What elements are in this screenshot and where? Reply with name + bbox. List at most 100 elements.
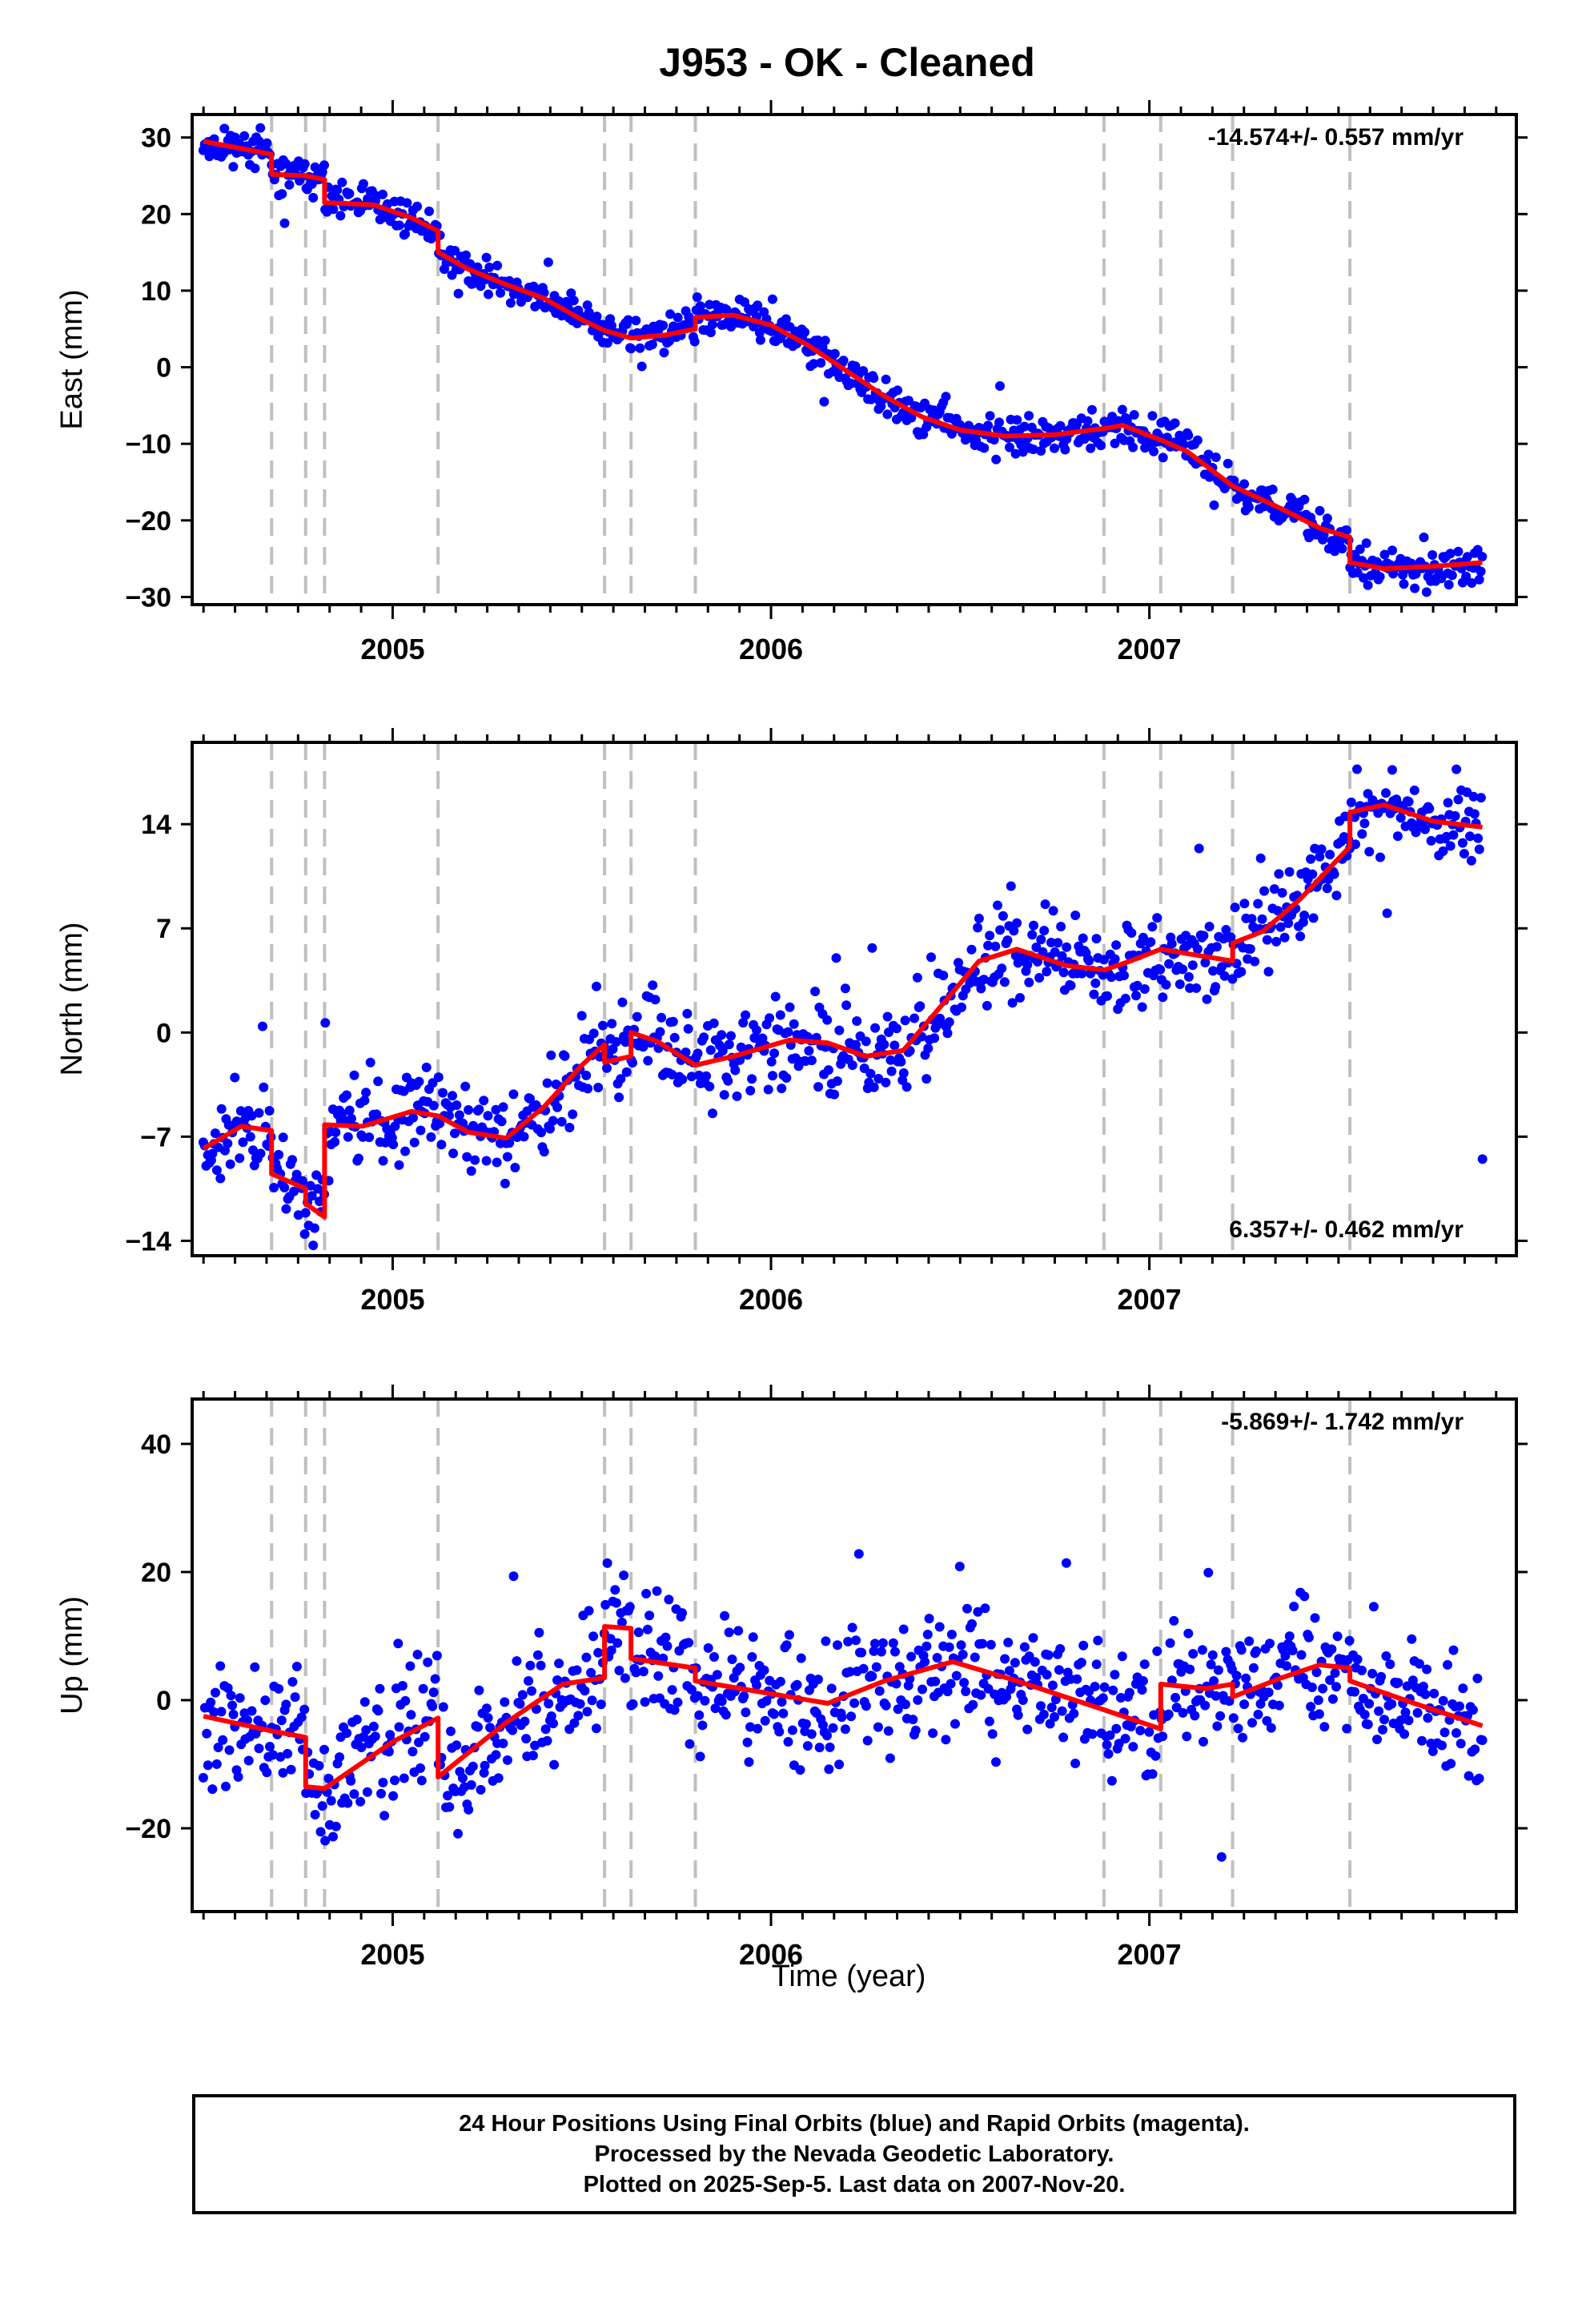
data-point <box>1299 911 1310 920</box>
data-point <box>1316 844 1327 854</box>
data-point <box>717 1030 727 1040</box>
data-point <box>1045 1719 1055 1729</box>
data-point <box>1359 573 1369 583</box>
data-point <box>652 1586 662 1596</box>
data-point <box>1344 1635 1355 1646</box>
data-point <box>1452 764 1462 774</box>
data-point <box>530 1740 540 1751</box>
data-point <box>319 1744 329 1755</box>
data-point <box>1257 914 1267 924</box>
y-tick-label: −20 <box>125 506 171 537</box>
data-point <box>1245 944 1255 954</box>
data-point <box>216 1707 227 1717</box>
data-point <box>331 1128 341 1137</box>
data-point <box>703 1642 713 1653</box>
data-point <box>466 1779 476 1790</box>
data-point <box>930 1676 941 1687</box>
data-point <box>784 1630 794 1640</box>
data-point <box>1307 1683 1317 1692</box>
data-point <box>881 374 891 384</box>
data-point <box>1456 1739 1466 1749</box>
data-point <box>1282 1661 1291 1671</box>
data-point <box>279 1183 290 1192</box>
data-point <box>1211 1691 1221 1701</box>
data-point <box>335 211 346 221</box>
data-point <box>400 1146 411 1156</box>
data-point <box>840 983 850 994</box>
data-point <box>566 288 576 299</box>
data-point <box>900 1015 910 1026</box>
data-point <box>546 1050 556 1060</box>
data-point <box>1050 443 1059 453</box>
data-point <box>1466 855 1476 866</box>
y-tick-label: 40 <box>141 1429 171 1460</box>
data-point <box>903 396 913 406</box>
data-point <box>1465 831 1475 842</box>
data-point <box>281 1699 291 1710</box>
data-point <box>462 1152 472 1162</box>
data-point <box>920 1657 930 1667</box>
data-point <box>309 1223 319 1233</box>
data-point <box>1265 1638 1275 1649</box>
data-point <box>968 1699 978 1710</box>
data-point <box>1352 764 1362 774</box>
x-axis: 2005 2006 2007 <box>202 100 1498 665</box>
data-point <box>277 189 287 199</box>
data-point <box>485 1723 496 1733</box>
data-point <box>299 1229 310 1239</box>
data-point <box>1411 569 1421 579</box>
data-point <box>358 179 368 189</box>
data-point <box>1306 854 1316 864</box>
data-point <box>1171 1703 1182 1713</box>
data-point <box>817 1720 828 1730</box>
data-point <box>584 308 594 318</box>
data-point <box>611 1598 621 1608</box>
rate-annotation: -14.574+/- 0.557 mm/yr <box>1208 124 1464 151</box>
data-point <box>1341 525 1351 535</box>
data-point <box>745 1085 756 1096</box>
data-point <box>1327 1644 1337 1655</box>
data-point <box>1192 435 1203 445</box>
data-point <box>412 1650 423 1659</box>
data-point <box>1263 967 1274 977</box>
data-point <box>1166 939 1177 949</box>
data-point <box>990 941 1001 951</box>
data-point <box>879 1039 889 1050</box>
data-point <box>416 1763 425 1773</box>
data-point <box>1468 1705 1478 1715</box>
data-point <box>695 301 705 312</box>
data-point <box>1209 500 1219 510</box>
data-point <box>250 1662 260 1672</box>
data-point <box>1477 552 1488 562</box>
data-point <box>1207 1650 1218 1660</box>
data-point <box>436 1140 447 1150</box>
data-point <box>1280 1651 1291 1661</box>
data-point <box>1128 442 1138 452</box>
data-point <box>1398 569 1408 580</box>
data-point <box>379 1811 390 1821</box>
data-point <box>769 1048 780 1059</box>
data-point <box>388 1140 399 1150</box>
data-point <box>922 1630 933 1639</box>
data-point <box>355 1796 366 1807</box>
data-point <box>319 160 329 171</box>
data-point <box>1244 1636 1255 1647</box>
data-point <box>1202 994 1212 1004</box>
data-point <box>1152 1646 1162 1656</box>
data-point <box>966 944 977 955</box>
data-point <box>521 1734 532 1744</box>
data-point <box>1359 818 1370 829</box>
data-point <box>461 250 471 260</box>
data-point <box>976 1690 986 1700</box>
data-point <box>1053 938 1063 948</box>
data-point <box>909 1013 920 1023</box>
footer-line-orbits: 24 Hour Positions Using Final Orbits (bl… <box>459 2111 1250 2137</box>
data-point <box>491 1750 501 1760</box>
data-point <box>1445 841 1456 851</box>
data-point <box>1204 922 1215 931</box>
data-point <box>1239 479 1250 489</box>
data-point <box>1036 935 1046 945</box>
data-point <box>525 1094 535 1104</box>
data-point <box>1040 899 1050 910</box>
data-point <box>265 1742 275 1751</box>
